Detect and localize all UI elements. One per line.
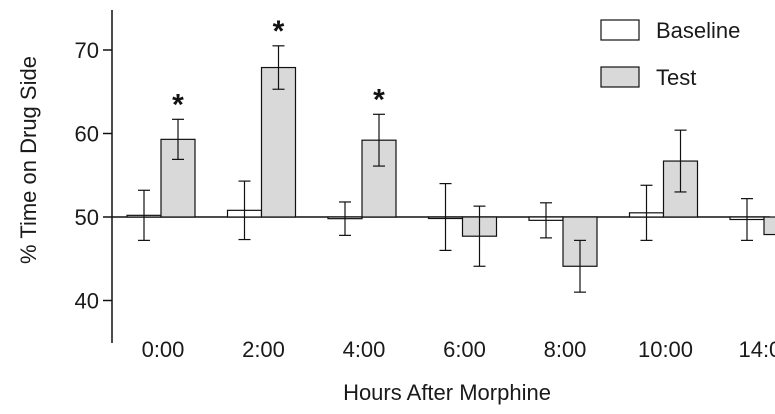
y-tick-label: 50: [75, 205, 99, 230]
significance-star: *: [273, 15, 285, 48]
bars: [126, 45, 775, 293]
significance-star: *: [373, 83, 385, 116]
x-tick-label: 6:00: [443, 337, 486, 362]
test-bar: [763, 216, 775, 236]
y-tick-label: 60: [75, 122, 99, 147]
significance-star: *: [172, 88, 184, 121]
legend-label-baseline: Baseline: [656, 18, 740, 43]
x-tick-label: 2:00: [242, 337, 285, 362]
x-tick-label: 8:00: [544, 337, 587, 362]
y-tick-label: 40: [75, 289, 99, 314]
legend-swatch-baseline: [600, 19, 640, 41]
x-axis-title: Hours After Morphine: [343, 380, 551, 405]
legend-swatch-test: [600, 66, 640, 88]
test-bar: [260, 66, 297, 218]
x-tick-label: 14:00: [738, 337, 775, 362]
y-axis-title: % Time on Drug Side: [16, 56, 41, 264]
x-tick-label: 0:00: [142, 337, 185, 362]
axes: 40 50 60 70 0:00 2:00 4:00 6:00 8:00 10:00 14:00: [75, 10, 775, 362]
x-tick-label: 10:00: [638, 337, 693, 362]
y-ticks: 40 50 60 70: [75, 38, 112, 314]
legend: Baseline Test: [600, 18, 740, 90]
x-tick-label: 4:00: [343, 337, 386, 362]
y-tick-label: 70: [75, 38, 99, 63]
significance-markers: * * *: [172, 15, 385, 121]
x-tick-labels: 0:00 2:00 4:00 6:00 8:00 10:00 14:00: [142, 337, 775, 362]
legend-label-test: Test: [656, 65, 696, 90]
